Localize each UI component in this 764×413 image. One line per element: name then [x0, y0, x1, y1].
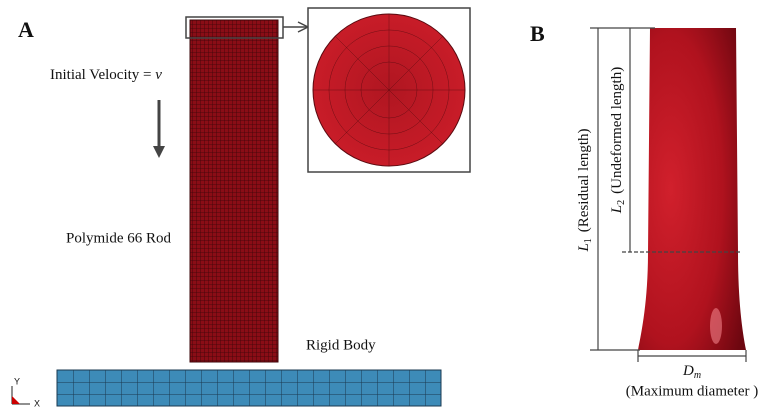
l2-label: L2 (Undeformed length)	[609, 67, 627, 214]
body-label: Rigid Body	[306, 337, 376, 353]
l2-description: (Undeformed length)	[609, 67, 625, 194]
l2-subscript: 2	[616, 200, 627, 205]
deformed-rod	[638, 28, 746, 350]
dm-description: (Maximum diameter )	[626, 383, 758, 399]
l1-symbol: L	[576, 243, 592, 252]
figure: A Initial Velocity = v Polymide 66 Rod R…	[0, 0, 764, 408]
velocity-text: Initial Velocity =	[50, 67, 155, 83]
velocity-arrowhead	[153, 146, 165, 158]
velocity-label: Initial Velocity = v	[50, 67, 162, 83]
page: {"panel_a":{"label":"A","velocity_text":…	[0, 0, 764, 413]
panel-label: A	[18, 17, 34, 42]
l2-symbol: L	[609, 205, 625, 214]
dm-symbol: D	[682, 363, 694, 379]
velocity-symbol: v	[155, 67, 162, 83]
axis-y-label: Y	[14, 376, 20, 386]
panel-label: B	[530, 21, 545, 46]
cross-section-mesh	[313, 14, 465, 166]
axis-marker	[12, 396, 20, 404]
dm-label: Dm	[682, 363, 701, 381]
axis-x-label: X	[34, 398, 40, 408]
highlight	[710, 308, 722, 344]
rigid-body	[57, 370, 441, 406]
rod-label: Polymide 66 Rod	[66, 230, 172, 246]
dm-subscript: m	[694, 370, 701, 381]
l1-description: (Residual length)	[576, 128, 592, 232]
rod	[190, 20, 278, 362]
l1-subscript: 1	[583, 238, 594, 243]
l1-label: L1 (Residual length)	[576, 128, 594, 252]
